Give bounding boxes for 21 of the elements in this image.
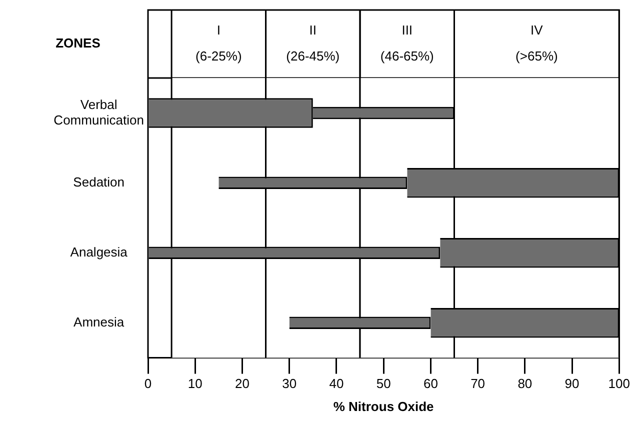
x-tick-label: 30	[282, 376, 297, 392]
x-tick-label: 100	[608, 376, 630, 392]
band-label: III (46-65%)	[380, 22, 434, 64]
band-label: IV (>65%)	[516, 22, 558, 64]
x-tick-label: 50	[376, 376, 391, 392]
y-tick-label: Sedation	[73, 174, 125, 190]
band-label: II (26-45%)	[286, 22, 340, 64]
x-tick-label: 40	[329, 376, 344, 392]
x-tick-label: 90	[564, 376, 580, 392]
x-tick-label: 60	[423, 376, 438, 392]
x-tick-label: 20	[234, 376, 250, 392]
x-tick-label: 80	[518, 376, 532, 392]
y-tick-label: Analgesia	[70, 244, 128, 260]
y-tick-label: Verbal Communication	[54, 96, 144, 128]
x-tick-label: 0	[144, 376, 152, 392]
y-tick-label: Amnesia	[74, 314, 125, 330]
x-tick-label: 70	[470, 376, 486, 392]
band-label: I (6-25%)	[196, 22, 242, 64]
x-tick-label: 10	[188, 376, 202, 392]
x-axis-title: % Nitrous Oxide	[333, 398, 434, 414]
text: ZONES	[56, 36, 101, 51]
